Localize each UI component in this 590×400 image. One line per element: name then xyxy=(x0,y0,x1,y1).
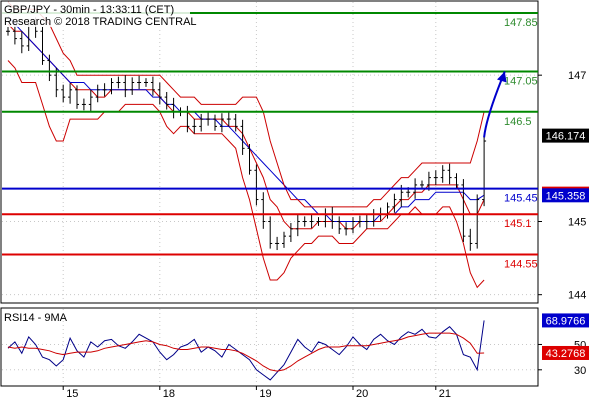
main-y-axis: 147 145 144 xyxy=(538,70,586,302)
chart-header-instrument: GBP/JPY - 30min - 13:33:11 (CET) xyxy=(4,4,174,16)
y-tick-label: 144 xyxy=(568,290,586,302)
rsi-line-0 xyxy=(7,320,485,381)
y-tick-label: 145 xyxy=(568,217,586,229)
price-tag xyxy=(542,345,589,360)
x-tick-label: 15 xyxy=(66,388,78,400)
forecast-arrow-head xyxy=(497,71,507,83)
rsi-panel-title: RSI14 - 9MA xyxy=(4,312,68,324)
rsi-line-1 xyxy=(7,332,485,372)
price-tag xyxy=(542,188,589,203)
level-label: 147.85 xyxy=(504,17,538,29)
overlay-line-1 xyxy=(7,16,485,222)
x-axis: 15 18 19 20 21 xyxy=(62,386,451,400)
forecast-arrow xyxy=(483,71,507,138)
overlay-line-0 xyxy=(7,23,485,230)
price-tag xyxy=(542,128,589,143)
main-plot-area xyxy=(0,0,539,304)
x-tick-label: 19 xyxy=(259,388,271,400)
price-tag xyxy=(542,313,589,328)
x-tick-label: 18 xyxy=(163,388,175,400)
level-label: 145.1 xyxy=(504,218,532,230)
price-tag-label: 43.2768 xyxy=(546,348,586,360)
level-label: 145.45 xyxy=(504,193,538,205)
overlay-line-2 xyxy=(7,1,485,208)
y-tick-label: 147 xyxy=(568,70,586,82)
candlestick-series xyxy=(6,17,487,251)
header-background xyxy=(2,2,190,27)
x-tick-label: 20 xyxy=(356,388,368,400)
support-resistance-levels: 147.85 147.05 146.5 145.45 145.1 144.55 xyxy=(2,11,538,270)
chart-header-research: Research © 2018 TRADING CENTRAL xyxy=(4,16,197,28)
price-tag-label: 146.174 xyxy=(546,131,586,143)
level-label: 144.55 xyxy=(504,258,538,270)
rsi-series xyxy=(7,320,485,381)
y-tick-label: 30 xyxy=(574,365,586,377)
indicator-overlays xyxy=(7,1,485,289)
price-tag-label: 145.358 xyxy=(546,190,586,202)
level-label: 146.5 xyxy=(504,116,532,128)
x-tick-label: 21 xyxy=(439,388,451,400)
rsi-plot-area xyxy=(0,307,539,387)
price-tag-label: 68.9766 xyxy=(546,315,586,327)
level-label: 147.05 xyxy=(504,76,538,88)
